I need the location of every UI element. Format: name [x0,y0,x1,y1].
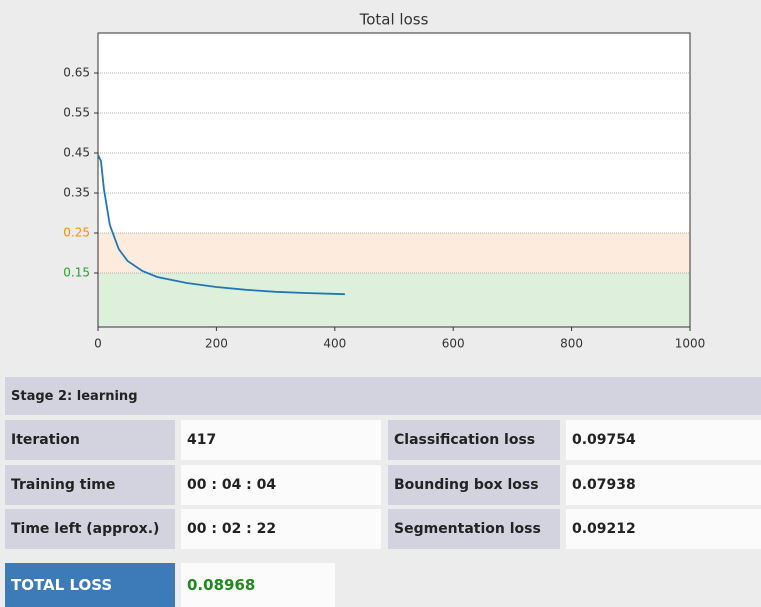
chart: Total loss 0.15 0.25 0.35 0.45 0.55 0.65 0 200 4… [63,11,706,351]
y-tick-label: 0.45 [63,146,90,160]
loss-label: Classification loss [388,420,560,460]
total-value: 0.08968 [181,563,335,607]
x-tick-label: 0 [94,337,102,351]
threshold-band [98,233,690,273]
metric-value: 417 [181,420,381,460]
stage-header: Stage 2: learning [5,377,761,415]
x-tick-label: 1000 [675,337,706,351]
metric-label: Training time [5,464,175,505]
metric-label: Time left (approx.) [5,509,175,549]
x-tick-label: 200 [205,337,228,351]
x-tick-label: 400 [323,337,346,351]
y-tick-label: 0.15 [63,266,90,280]
metric-label: Iteration [5,420,175,460]
metric-value: 00 : 02 : 22 [181,509,381,549]
x-tick-label: 800 [560,337,583,351]
loss-value: 0.07938 [566,464,761,505]
loss-label: Bounding box loss [388,464,560,505]
loss-value: 0.09754 [566,420,761,460]
loss-line [97,154,345,296]
metric-value: 00 : 04 : 04 [181,464,381,505]
loss-label: Segmentation loss [388,509,560,549]
chart-title: Total loss [359,11,429,29]
total-label: TOTAL LOSS [5,563,175,607]
x-tick-label: 600 [442,337,465,351]
y-tick-label: 0.25 [63,226,90,240]
y-tick-label: 0.35 [63,186,90,200]
threshold-band [98,273,690,327]
y-tick-label: 0.65 [63,66,90,80]
plot-frame [97,32,691,328]
y-tick-label: 0.55 [63,106,90,120]
loss-value: 0.09212 [566,509,761,549]
